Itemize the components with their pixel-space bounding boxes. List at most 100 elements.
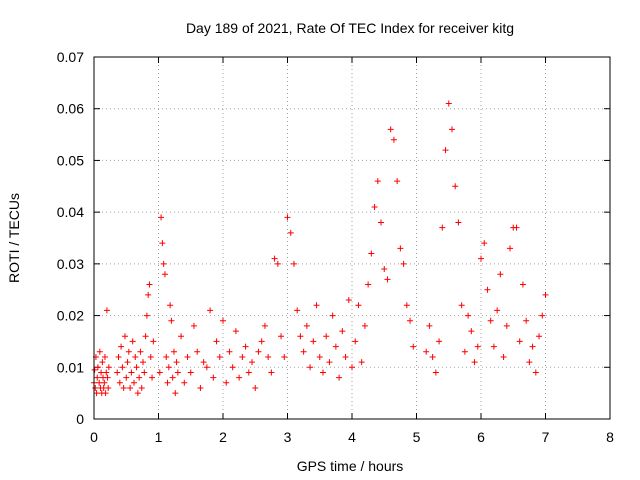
data-point [181,379,188,386]
data-point [125,348,132,355]
data-point [115,353,122,360]
data-point [174,369,181,376]
data-point [478,255,484,262]
data-point [268,369,275,376]
data-point [426,322,433,329]
data-point [284,214,291,221]
data-point [461,348,468,355]
data-point [163,353,170,360]
data-point [129,338,136,345]
data-point [365,281,372,288]
grid [94,57,610,419]
data-point [216,353,223,360]
x-tick-label: 8 [606,429,614,445]
data-point [149,374,156,381]
data-point [147,353,154,360]
data-point [349,364,355,371]
data-point [239,353,246,360]
data-point [141,369,148,376]
y-tick-label: 0.05 [57,152,84,168]
data-point [290,260,297,267]
data-point [128,369,135,376]
data-point [445,100,452,107]
data-point [94,364,101,371]
data-point [242,343,249,350]
data-point [101,353,108,360]
data-point [123,374,130,381]
plot-frame [93,56,611,420]
data-point [465,312,472,319]
data-point [319,369,326,376]
data-point [381,266,388,273]
data-point [539,312,546,319]
data-point [93,390,100,397]
data-point [287,229,294,236]
data-point [503,322,510,329]
data-point [297,333,304,340]
x-axis-ticks: 0 1 2 3 4 5 6 7 8 [90,57,614,445]
data-point [170,348,177,355]
data-point [329,312,336,319]
data-point [542,291,549,298]
data-point [497,271,504,278]
data-point [103,369,110,376]
data-point [167,302,174,309]
data-point [114,369,121,376]
data-point [138,384,145,391]
y-tick-label: 0.07 [57,49,84,65]
data-point [261,322,268,329]
data-point [119,364,126,371]
y-tick-label: 0.02 [57,308,84,324]
data-point [307,364,314,371]
data-point [255,348,262,355]
data-point [323,333,330,340]
data-point [371,203,378,210]
data-point [339,328,346,335]
data-point [529,343,536,350]
y-axis-label: ROTI / TECUs [6,193,22,283]
data-point [455,219,462,226]
data-point [249,359,256,366]
data-point [103,307,110,314]
data-point [102,390,109,397]
data-point [160,260,167,267]
data-point [98,369,105,376]
data-point [143,312,150,319]
data-point [278,333,285,340]
data-point [407,317,414,324]
data-point [134,390,141,397]
data-point [387,126,394,133]
data-point [345,297,352,304]
data-point [484,286,491,293]
x-tick-label: 6 [477,429,485,445]
data-point [105,384,112,391]
data-point [156,369,163,376]
data-point [490,343,497,350]
data-point [200,359,207,366]
data-point [136,374,143,381]
data-point [137,348,144,355]
data-point [118,343,125,350]
data-point [448,126,455,133]
data-point [394,178,401,185]
data-point [436,338,443,345]
x-tick-label: 2 [219,429,227,445]
data-point [245,369,252,376]
data-point [397,245,404,252]
data-point [274,260,281,267]
x-tick-label: 1 [155,429,163,445]
data-point [226,348,233,355]
data-point [252,384,259,391]
data-point [146,281,153,288]
y-tick-label: 0.06 [57,101,84,117]
data-point [258,338,265,345]
data-point [523,317,530,324]
data-point [519,281,526,288]
data-point [471,359,478,366]
data-point [303,322,310,329]
y-tick-label: 0.01 [57,359,84,375]
data-point [513,224,520,231]
data-point [400,260,407,267]
data-point [352,338,359,345]
data-point [210,374,217,381]
